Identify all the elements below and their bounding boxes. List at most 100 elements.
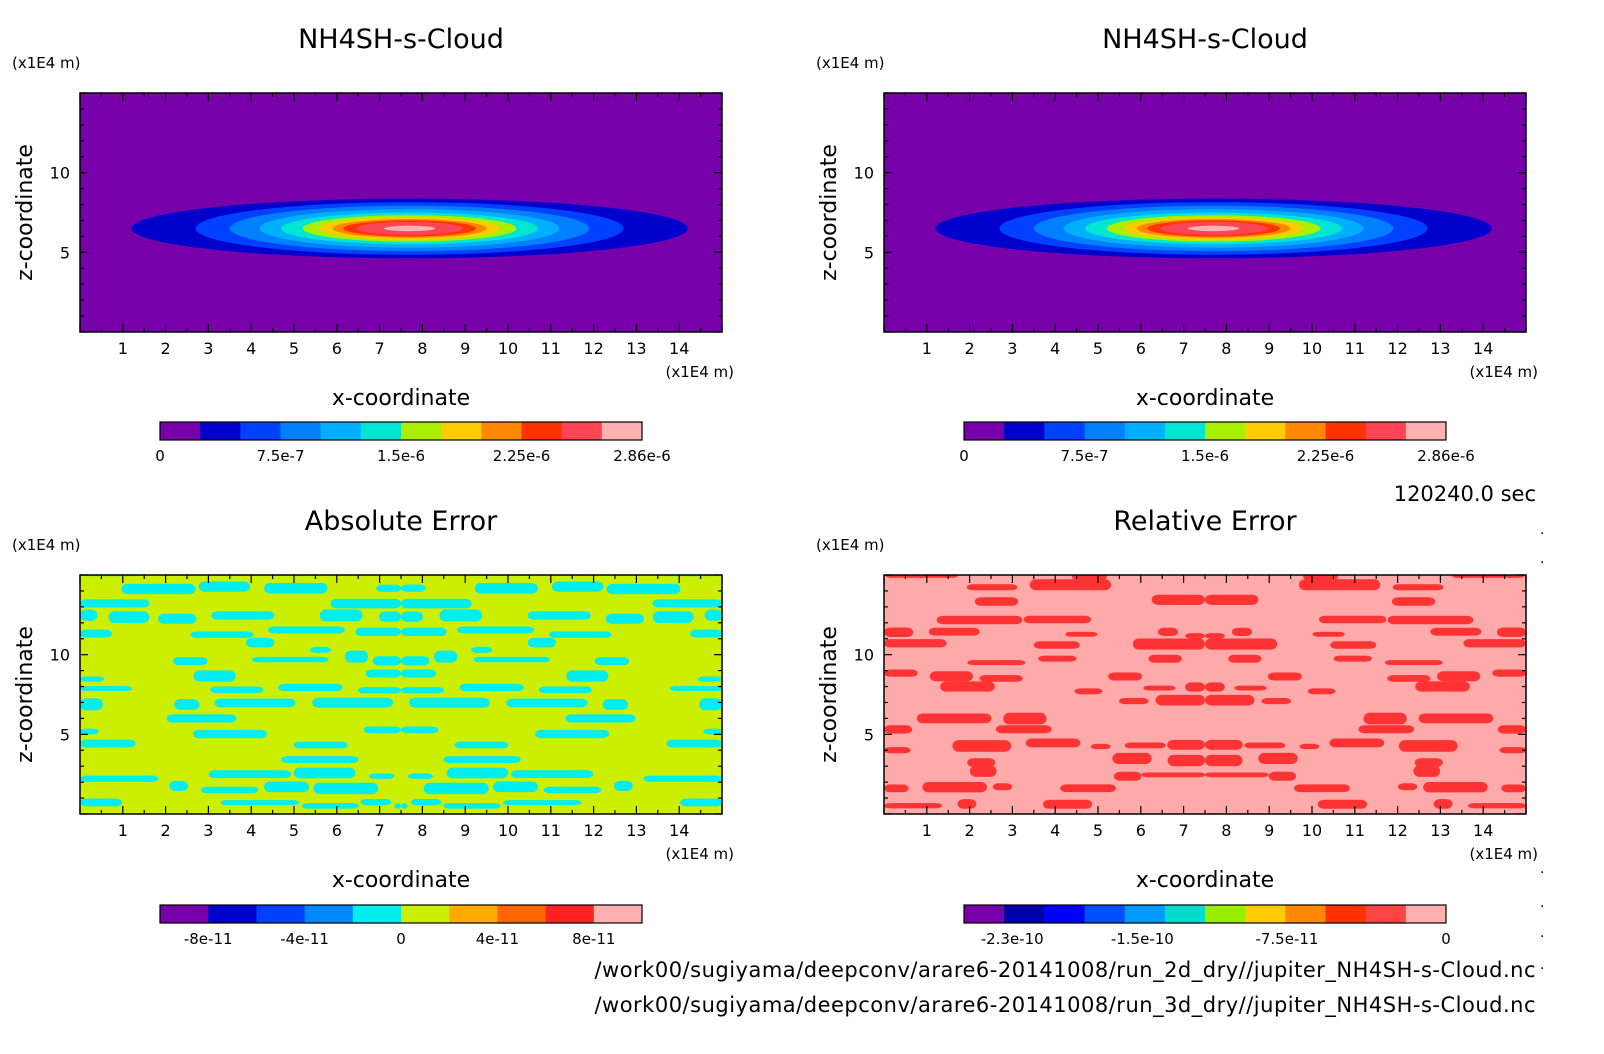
error-contour [703, 728, 722, 735]
error-contour [940, 681, 995, 692]
x-tick-label: 4 [1050, 821, 1060, 840]
x-tick-label: 12 [583, 339, 603, 358]
error-contour [506, 698, 588, 708]
x-tick-label: 14 [669, 339, 689, 358]
colorbar-label: 7.5e-7 [1060, 447, 1108, 465]
error-contour [1267, 672, 1302, 681]
error-contour [1205, 772, 1269, 778]
error-contour [376, 584, 401, 592]
error-contour [214, 698, 296, 708]
error-contour [446, 767, 509, 779]
error-contour [1167, 754, 1205, 767]
error-contour [566, 670, 609, 682]
x-tick-label: 7 [375, 821, 385, 840]
error-contour [198, 581, 251, 592]
colorbar-swatch [200, 422, 241, 440]
error-contour [916, 713, 992, 724]
field-area [884, 93, 1526, 332]
x-tick-label: 4 [246, 821, 256, 840]
error-contour [1329, 738, 1385, 748]
error-contour [457, 626, 534, 634]
error-contour [1298, 579, 1381, 591]
error-contour [680, 798, 722, 807]
cloud-contour [1187, 225, 1240, 232]
error-contour [1391, 597, 1436, 606]
colorbar-label: 7.5e-7 [256, 447, 304, 465]
colorbar-label: 2.25e-6 [493, 447, 551, 465]
colorbar-label: -7.5e-11 [1255, 930, 1318, 948]
error-contour [358, 687, 401, 694]
error-contour [535, 729, 609, 739]
error-contour [1413, 765, 1441, 777]
colorbar-swatch [497, 905, 547, 923]
error-contour [394, 803, 401, 809]
field-background [884, 575, 1526, 814]
error-contour [80, 728, 99, 735]
error-contour [957, 799, 977, 809]
colorbar-swatch [160, 422, 201, 440]
error-contour [80, 798, 122, 807]
x-axis-label: x-coordinate [332, 868, 470, 893]
colorbar-swatch [545, 905, 595, 923]
chart-panel-4: Relative Error (x1E4 m) (x1E4 m) x-coordina… [816, 506, 1538, 948]
colorbar-swatch [601, 422, 643, 440]
x-tick-label: 9 [460, 339, 470, 358]
error-contour [1330, 641, 1377, 649]
error-contour [220, 800, 299, 806]
y-tick-label: 5 [864, 725, 874, 744]
error-contour [174, 699, 200, 710]
error-contour [548, 631, 612, 638]
colorbar-swatch [1124, 905, 1166, 923]
colorbar-swatch [1084, 905, 1126, 923]
error-contour [1307, 688, 1336, 695]
x-tick-label: 1 [118, 821, 128, 840]
error-contour [1433, 799, 1453, 809]
error-contour [1261, 697, 1292, 705]
error-contour [1299, 743, 1320, 750]
x-tick-label: 13 [626, 339, 646, 358]
error-contour [1384, 660, 1443, 666]
x-tick-label: 14 [1473, 339, 1493, 358]
colorbar-swatch [1164, 422, 1206, 440]
error-contour [1234, 685, 1267, 691]
error-contour [1074, 688, 1103, 695]
error-contour [1143, 685, 1176, 691]
error-contour [594, 657, 630, 666]
error-contour [210, 686, 264, 693]
error-contour [1157, 627, 1179, 637]
error-contour [884, 627, 914, 638]
error-contour [1114, 771, 1142, 781]
colorbar-swatch [1004, 905, 1045, 923]
y-tick-label: 10 [854, 646, 874, 665]
error-contour [704, 609, 722, 621]
error-contour [379, 611, 401, 622]
y-tick-label: 10 [854, 164, 874, 183]
error-contour [200, 786, 259, 794]
error-contour [1350, 575, 1381, 576]
error-contour [301, 803, 359, 809]
colorbar-label: 0 [1441, 930, 1451, 948]
colorbar-swatch [1124, 422, 1166, 440]
error-contour [995, 725, 1052, 734]
error-contour [1167, 739, 1205, 750]
error-contour [952, 740, 1012, 752]
error-contour [1467, 803, 1526, 809]
x-tick-label: 5 [289, 339, 299, 358]
x-tick-label: 9 [1264, 821, 1274, 840]
error-contour [1042, 799, 1093, 809]
colorbar-swatch [1245, 905, 1286, 923]
error-contour [1205, 754, 1243, 767]
error-contour [614, 780, 633, 792]
x-tick-label: 5 [1093, 339, 1103, 358]
error-contour [1430, 627, 1482, 636]
error-contour [928, 627, 980, 636]
y-unit-label: (x1E4 m) [816, 54, 885, 72]
colorbar-swatch [1245, 422, 1286, 440]
x-tick-label: 10 [498, 339, 518, 358]
error-contour [310, 646, 331, 653]
error-contour [407, 773, 433, 779]
error-contour [1398, 740, 1458, 752]
colorbar-label: 8e-11 [572, 930, 615, 948]
x-tick-label: 13 [626, 821, 646, 840]
colorbar: 0 7.5e-7 1.5e-6 2.25e-6 2.86e-6 [959, 421, 1475, 465]
